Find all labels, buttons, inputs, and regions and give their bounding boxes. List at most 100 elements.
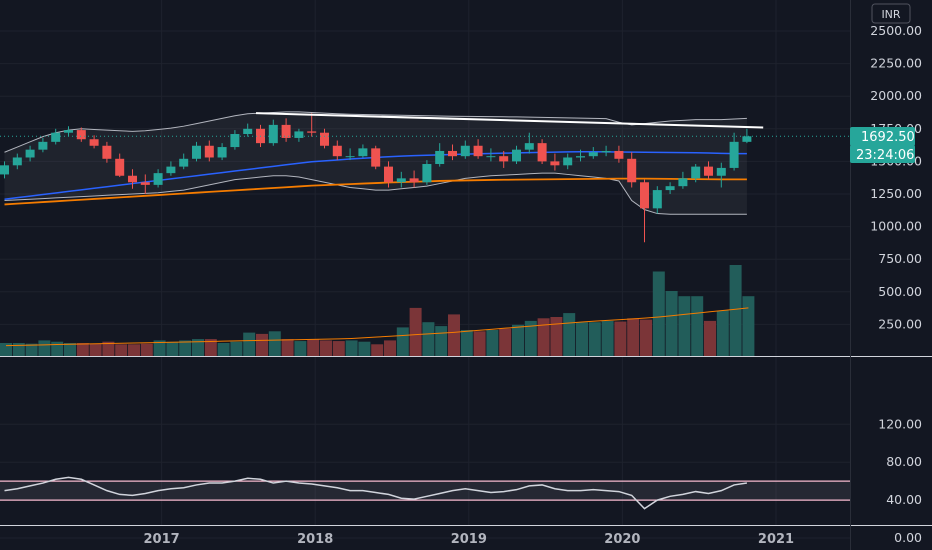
volume-bar: [243, 332, 256, 356]
candle-body[interactable]: [358, 148, 368, 157]
candle-body[interactable]: [25, 149, 35, 158]
volume-bar: [384, 340, 396, 356]
rsi-tick-label: 120.00: [878, 416, 922, 431]
countdown-box: [850, 145, 915, 163]
volume-bar: [166, 341, 179, 356]
price-scale[interactable]: 2500.002250.002000.001750.001500.001250.…: [870, 23, 922, 545]
candle-body[interactable]: [691, 166, 701, 179]
candle-body[interactable]: [243, 128, 253, 135]
volume-bar: [115, 344, 128, 356]
volume-bar: [179, 340, 192, 356]
candle-body[interactable]: [652, 190, 662, 209]
candle-body[interactable]: [76, 130, 86, 140]
candle-body[interactable]: [179, 158, 189, 167]
candle-body[interactable]: [435, 150, 445, 165]
currency-label: INR: [881, 8, 900, 21]
candle-body[interactable]: [217, 147, 227, 158]
candle-body[interactable]: [614, 150, 624, 159]
candle-body[interactable]: [281, 124, 291, 138]
trendline[interactable]: [0, 112, 850, 137]
candle-body[interactable]: [729, 141, 739, 168]
candle-body[interactable]: [140, 182, 150, 185]
candle-body[interactable]: [128, 175, 137, 183]
candle-body[interactable]: [268, 124, 278, 144]
rsi-band-fill: [0, 481, 850, 501]
volume-bar: [537, 318, 550, 356]
candle-body[interactable]: [473, 145, 483, 157]
candle-body[interactable]: [409, 178, 419, 183]
candle-body[interactable]: [332, 145, 342, 157]
candle-body[interactable]: [460, 145, 470, 157]
candle-body[interactable]: [371, 148, 381, 167]
candle-body[interactable]: [38, 141, 48, 150]
volume-bar: [230, 341, 243, 356]
candle-body[interactable]: [537, 143, 547, 162]
volume-bar: [89, 343, 102, 356]
candle-body[interactable]: [588, 152, 598, 157]
candle-body[interactable]: [230, 134, 240, 148]
rsi-indicator: [0, 476, 850, 510]
resistance-trendline[interactable]: [255, 112, 764, 129]
candle-body[interactable]: [742, 136, 752, 142]
candle-body[interactable]: [576, 156, 585, 158]
candle-body[interactable]: [153, 173, 163, 185]
candle-body[interactable]: [12, 157, 22, 166]
candle-body[interactable]: [294, 131, 304, 138]
volume-bar: [396, 327, 409, 356]
candle-body[interactable]: [704, 166, 713, 176]
candle-body[interactable]: [89, 139, 99, 146]
price-tick-label: 1000.00: [870, 219, 922, 234]
volume-bar: [716, 310, 729, 356]
candle-body[interactable]: [396, 178, 406, 183]
candle-body[interactable]: [678, 178, 688, 187]
candle-body[interactable]: [345, 156, 355, 158]
candle-body[interactable]: [307, 131, 317, 133]
candle-body[interactable]: [448, 150, 457, 157]
candle-body[interactable]: [115, 158, 125, 176]
volume-bar: [102, 341, 115, 356]
volume-bar: [38, 340, 51, 356]
volume-bar: [704, 320, 716, 356]
candle-body[interactable]: [627, 158, 637, 183]
candle-body[interactable]: [64, 130, 73, 133]
candlesticks[interactable]: [0, 113, 752, 243]
volume-bar: [524, 320, 537, 356]
candle-body[interactable]: [0, 165, 9, 175]
candle-body[interactable]: [550, 161, 560, 166]
candle-body[interactable]: [665, 186, 675, 191]
rsi-tick-label: 80.00: [886, 454, 922, 469]
candle-body[interactable]: [51, 132, 61, 142]
volume-bar: [76, 343, 89, 356]
candle-body[interactable]: [640, 182, 649, 209]
volume-bar: [512, 324, 524, 356]
candle-body[interactable]: [716, 167, 726, 176]
price-tick-label: 500.00: [878, 284, 922, 299]
candle-body[interactable]: [499, 156, 509, 162]
candle-body[interactable]: [563, 157, 573, 166]
volume-bar: [358, 341, 371, 356]
candle-body[interactable]: [601, 150, 611, 153]
currency-badge[interactable]: [871, 3, 911, 24]
time-scale[interactable]: 2017 2018 2019 2020 2021: [144, 532, 795, 547]
volume-bar: [563, 313, 576, 356]
candle-body[interactable]: [422, 164, 432, 183]
candle-body[interactable]: [102, 145, 112, 159]
candle-body[interactable]: [486, 156, 496, 158]
bollinger-lower-line: [4, 172, 747, 215]
volume-bar: [601, 320, 614, 356]
volume-ma-line: [5, 307, 749, 347]
candle-body[interactable]: [320, 132, 329, 146]
candle-body[interactable]: [384, 166, 393, 183]
candle-body[interactable]: [512, 149, 521, 162]
candle-body[interactable]: [524, 143, 534, 150]
volume-bar: [576, 322, 588, 356]
volume-bar: [678, 296, 691, 356]
volume-bar: [307, 339, 320, 356]
volume-bar: [665, 291, 678, 356]
candle-body[interactable]: [192, 145, 201, 159]
volume-bar: [345, 340, 358, 356]
candle-body[interactable]: [204, 145, 214, 158]
candle-body[interactable]: [166, 166, 176, 174]
